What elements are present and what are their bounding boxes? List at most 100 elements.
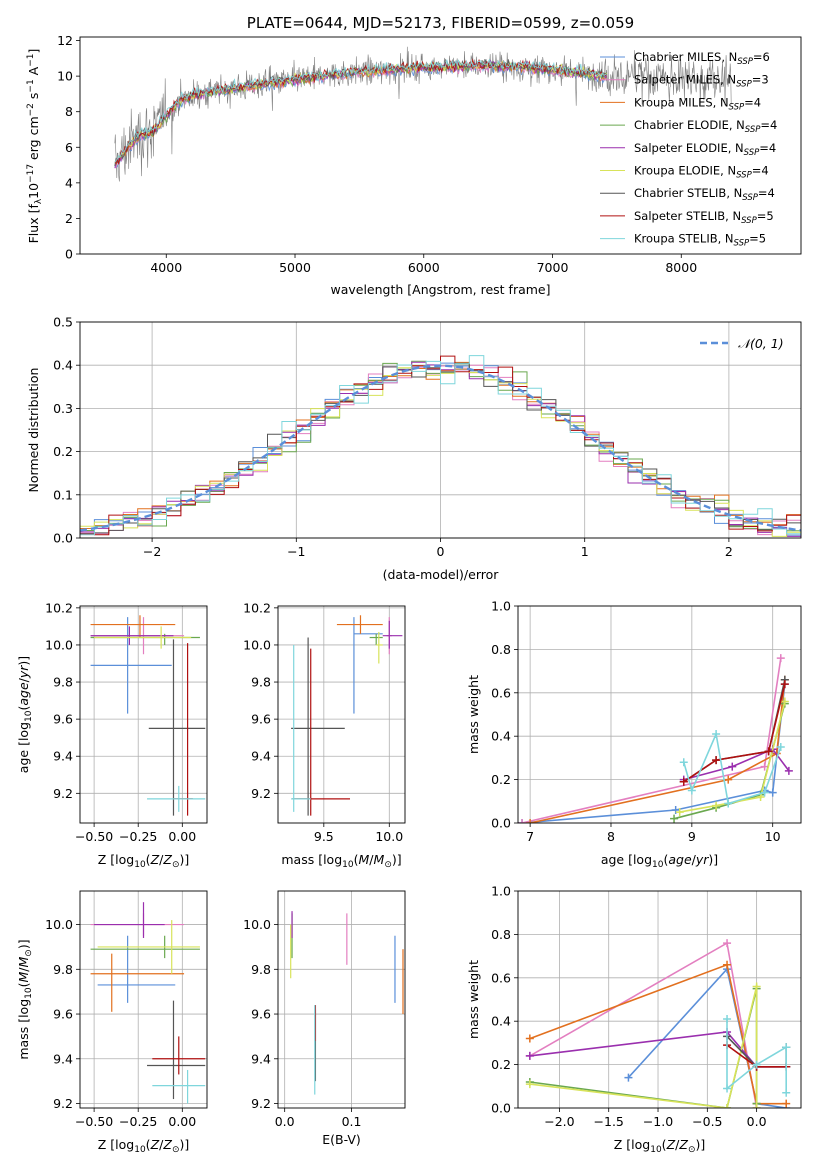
legend-label-salpeter_stelib: Salpeter STELIB, NSSP=5 xyxy=(634,209,774,226)
label-part: / xyxy=(692,852,697,867)
y-tick-label: 9.6 xyxy=(251,1007,271,1022)
weight-point-kroupa_stelib xyxy=(752,1060,761,1069)
weight-point-kroupa_elodie xyxy=(752,982,761,991)
weight-point-kroupa_stelib xyxy=(782,1088,791,1097)
x-axis-label: wavelength [Angstrom, rest frame] xyxy=(330,282,550,297)
label-part: ⊙ xyxy=(688,1145,696,1155)
plot-area xyxy=(290,911,404,1095)
y-tick-label: 6 xyxy=(65,140,73,155)
y-tick-label: 9.8 xyxy=(53,962,73,977)
label-part: age [log xyxy=(16,722,31,773)
label-part: Z [log xyxy=(98,1137,134,1152)
legend-sub: SSP xyxy=(736,80,752,90)
y-tick-label: 9.8 xyxy=(53,675,73,690)
legend-text: Kroupa ELODIE, N xyxy=(634,164,736,178)
weight-point-kroupa_elodie xyxy=(723,1104,732,1108)
x-tick-label: 2 xyxy=(725,544,733,559)
legend-text: Salpeter STELIB, N xyxy=(634,209,741,223)
legend-text: Kroupa STELIB, N xyxy=(634,232,734,246)
label-part: Z xyxy=(150,1137,160,1152)
label-part: )] xyxy=(392,852,402,867)
x-tick-label: 10.0 xyxy=(375,829,403,844)
legend-label-kroupa_stelib: Kroupa STELIB, NSSP=5 xyxy=(634,232,766,249)
ticks xyxy=(76,40,682,258)
y-tick-label: 9.8 xyxy=(251,675,271,690)
label-part: Z xyxy=(678,1137,688,1152)
weight-point-chabrier_miles xyxy=(671,805,680,814)
y-tick-label: 10.0 xyxy=(45,917,73,932)
label-part: 10 xyxy=(26,183,41,199)
y-tick-label: 0.0 xyxy=(491,816,511,831)
weight-line-kroupa_miles xyxy=(529,679,786,823)
y-tick-label: 0.4 xyxy=(53,358,73,373)
label-part: )] xyxy=(179,1137,189,1152)
y-axis-label: Normed distribution xyxy=(26,368,41,493)
legend-label-salpeter_miles: Salpeter MILES, NSSP=3 xyxy=(634,73,769,90)
errorbar-kroupa_elodie xyxy=(94,626,192,649)
y-tick-label: 0.2 xyxy=(491,772,511,787)
label-part: 10 xyxy=(650,1145,662,1155)
errorbar-salpeter_stelib xyxy=(152,1036,206,1075)
label-part: ( xyxy=(146,852,151,867)
legend-tail: =3 xyxy=(752,73,769,87)
label-part: Z xyxy=(162,1137,172,1152)
weight-point-salpeter_stelib xyxy=(780,680,789,689)
weight-point-chabrier_elodie xyxy=(670,814,679,823)
x-axis-label: Z [log10(Z/Z⊙)] xyxy=(98,1137,190,1155)
legend-label-kroupa_elodie: Kroupa ELODIE, NSSP=4 xyxy=(634,164,769,181)
y-tick-label: 9.6 xyxy=(53,1007,73,1022)
x-tick-label: −0.25 xyxy=(119,1114,157,1129)
legend-text: Chabrier ELODIE, N xyxy=(634,118,745,132)
chart-weight_vs_Z: −2.0 −1.5 −1.0 −0.5 0.0 0.0 0.2 0.4 0.6 0.8 1.0 Z [… xyxy=(466,884,802,1155)
x-tick-label: 9 xyxy=(688,829,696,844)
weight-line-salpeter_miles xyxy=(521,657,782,823)
x-tick-label: 7 xyxy=(526,829,534,844)
weight-line-chabrier_elodie xyxy=(673,703,786,820)
x-tick-label: 6000 xyxy=(408,260,440,275)
x-axis-label: Z [log10(Z/Z⊙)] xyxy=(98,852,190,870)
legend-text: Kroupa MILES, N xyxy=(634,95,729,109)
x-tick-label: −0.50 xyxy=(75,829,113,844)
weight-point-kroupa_miles xyxy=(723,960,732,969)
axes-frame xyxy=(517,605,802,824)
label-part: age xyxy=(668,852,692,867)
x-tick-label: 4000 xyxy=(150,260,182,275)
y-tick-label: 10.0 xyxy=(243,637,271,652)
plot-area xyxy=(518,654,793,823)
label-part: 10 xyxy=(652,860,664,870)
errorbar-kroupa_elodie xyxy=(97,920,200,974)
legend-label-salpeter_elodie: Salpeter ELODIE, NSSP=4 xyxy=(634,141,776,158)
y-axis-label: Flux [fλ10−17 erg cm−2 s−1 A−1] xyxy=(26,49,44,244)
label-part: M xyxy=(16,956,31,967)
y-tick-label: 0.6 xyxy=(491,970,511,985)
x-axis-label: E(B-V) xyxy=(322,1132,361,1147)
y-tick-label: 9.6 xyxy=(53,712,73,727)
legend-text: Chabrier MILES, N xyxy=(634,50,737,64)
x-tick-label: 0.1 xyxy=(342,1114,362,1129)
weight-point-kroupa_miles xyxy=(724,775,733,784)
label-part: 10 xyxy=(342,860,354,870)
x-tick-label: 10 xyxy=(765,829,781,844)
axes-frame xyxy=(277,890,406,1109)
y-axis-label: mass [log10(M/M⊙)] xyxy=(16,939,34,1059)
y-tick-label: 9.2 xyxy=(251,786,271,801)
x-axis-label: mass [log10(M/M⊙)] xyxy=(281,852,401,870)
x-tick-label: 0.00 xyxy=(168,1114,196,1129)
errorbar-salpeter_elodie xyxy=(90,626,174,645)
errorbar-salpeter_elodie xyxy=(382,620,403,649)
grid xyxy=(278,606,405,823)
y-tick-label: 9.4 xyxy=(251,749,271,764)
label-part: ⊙ xyxy=(384,860,392,870)
y-tick-label: 0.2 xyxy=(53,444,73,459)
x-tick-label: −0.50 xyxy=(75,1114,113,1129)
y-tick-label: 0.3 xyxy=(53,401,73,416)
legend-sub: SSP xyxy=(737,57,753,67)
y-tick-label: 9.2 xyxy=(53,786,73,801)
legend-sub: SSP xyxy=(729,102,745,112)
x-axis-label: (data-model)/error xyxy=(383,567,500,582)
model-spectrum-salpeter_stelib xyxy=(114,58,607,165)
y-tick-label: 1.0 xyxy=(491,599,511,614)
x-tick-label: −2.0 xyxy=(544,1114,574,1129)
